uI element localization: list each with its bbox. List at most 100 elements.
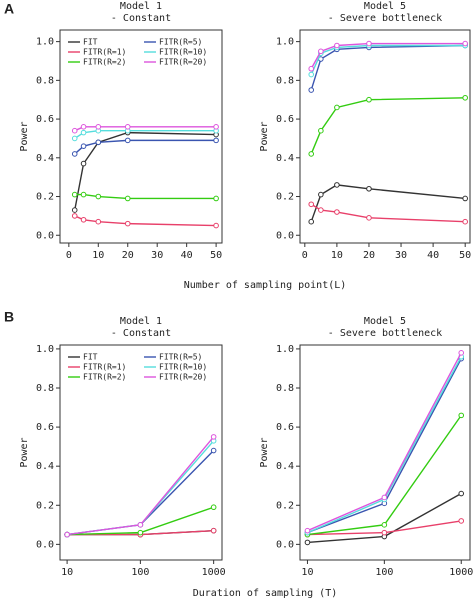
x-tick-label: 20: [122, 250, 134, 261]
data-point: [334, 104, 340, 111]
panel-label: A: [4, 1, 14, 17]
data-point: [213, 195, 219, 202]
data-point: [80, 143, 87, 149]
y-tick-label: 1.0: [36, 344, 54, 355]
y-tick-label: 0.4: [36, 153, 54, 164]
x-axis-label: Number of sampling point(L): [184, 280, 347, 291]
x-axis-label: Duration of sampling (T): [193, 588, 338, 599]
data-point: [137, 529, 144, 536]
data-point: [210, 447, 217, 454]
data-point: [334, 209, 340, 215]
data-point: [95, 218, 102, 225]
data-point: [366, 215, 372, 221]
chart-title: Model 1: [120, 316, 162, 327]
data-point: [366, 96, 372, 103]
x-tick-label: 0: [66, 250, 72, 261]
x-tick-label: 10: [301, 567, 313, 578]
y-tick-label: 0.6: [36, 422, 54, 433]
x-tick-label: 50: [210, 250, 222, 261]
data-point: [124, 124, 131, 130]
data-point: [308, 201, 315, 208]
x-tick-label: 100: [131, 567, 149, 578]
legend-label: FITR(R=20): [159, 58, 207, 67]
data-point: [318, 191, 324, 198]
data-point: [64, 531, 70, 538]
data-point: [71, 127, 78, 134]
data-point: [458, 518, 465, 524]
data-point: [458, 490, 465, 497]
data-point: [318, 48, 324, 55]
data-point: [308, 65, 315, 72]
x-tick-label: 40: [181, 250, 193, 261]
legend-label: FITR(R=20): [159, 373, 207, 382]
y-tick-label: 1.0: [276, 37, 294, 48]
data-point: [304, 539, 311, 546]
legend-label: FITR(R=2): [83, 58, 126, 67]
y-tick-label: 0.4: [276, 153, 294, 164]
data-point: [124, 220, 131, 227]
data-point: [462, 195, 468, 202]
data-point: [71, 191, 78, 198]
data-point: [458, 350, 465, 356]
data-point: [308, 87, 315, 93]
data-point: [304, 527, 311, 534]
data-point: [381, 522, 388, 528]
y-tick-label: 0.0: [36, 230, 54, 241]
data-point: [71, 213, 78, 219]
data-point: [210, 504, 217, 511]
data-point: [95, 139, 102, 146]
series-line: [310, 44, 466, 91]
data-point: [462, 218, 468, 225]
y-tick-label: 0.4: [36, 461, 54, 472]
chart-title: Model 5: [364, 316, 406, 327]
series-line: [310, 97, 466, 155]
data-point: [80, 160, 87, 167]
y-tick-label: 1.0: [276, 344, 294, 355]
data-point: [95, 193, 102, 200]
data-point: [80, 216, 87, 223]
y-tick-label: 0.2: [276, 500, 294, 511]
chart-title: Model 5: [364, 1, 406, 12]
series-line: [310, 184, 466, 222]
panel-label: B: [4, 309, 14, 325]
y-axis-label: Power: [259, 437, 270, 467]
data-point: [137, 522, 144, 528]
chart-subtitle: - Severe bottleneck: [328, 328, 442, 339]
data-point: [366, 185, 372, 192]
x-tick-label: 1000: [449, 567, 473, 578]
data-point: [462, 94, 468, 101]
data-point: [381, 529, 388, 536]
data-point: [308, 151, 315, 157]
data-point: [71, 151, 78, 157]
legend-label: FITR(R=2): [83, 373, 126, 382]
y-tick-label: 0.8: [276, 383, 294, 394]
data-point: [462, 40, 468, 47]
plot-frame: [59, 29, 223, 244]
legend-label: FITR(R=1): [83, 363, 126, 372]
legend-label: FITR(R=5): [159, 38, 202, 47]
data-point: [95, 124, 102, 130]
y-axis-label: Power: [259, 121, 270, 151]
data-point: [318, 127, 324, 134]
x-tick-label: 0: [302, 250, 308, 261]
series-line: [67, 436, 215, 536]
legend-label: FITR(R=10): [159, 48, 207, 57]
data-point: [381, 494, 388, 501]
data-point: [80, 191, 87, 198]
data-point: [458, 412, 465, 419]
data-point: [80, 124, 87, 130]
chart-subtitle: - Constant: [111, 13, 171, 24]
y-tick-label: 0.0: [36, 539, 54, 550]
chart-subtitle: - Severe bottleneck: [328, 13, 442, 24]
series-line: [307, 414, 462, 536]
x-tick-label: 50: [459, 250, 471, 261]
legend-label: FITR(R=5): [159, 353, 202, 362]
y-tick-label: 0.0: [276, 539, 294, 550]
y-tick-label: 0.2: [36, 192, 54, 203]
x-tick-label: 10: [331, 250, 343, 261]
data-point: [124, 137, 131, 144]
data-point: [366, 40, 372, 47]
x-tick-label: 30: [151, 250, 163, 261]
data-point: [71, 135, 78, 142]
data-point: [213, 124, 219, 130]
